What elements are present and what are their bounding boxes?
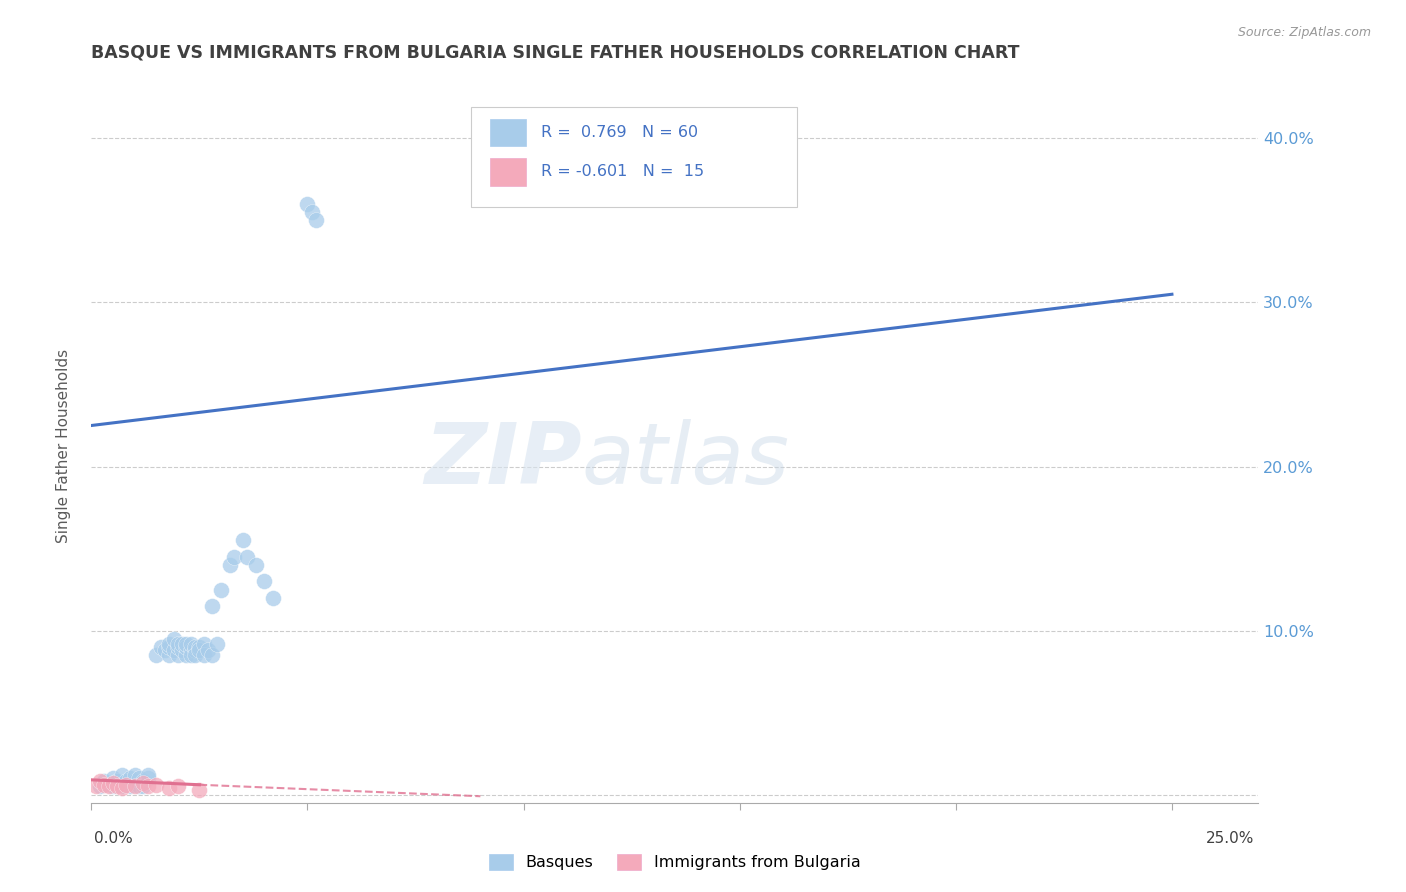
Point — [132, 780, 155, 794]
Point — [232, 533, 254, 548]
Point — [132, 774, 155, 789]
Point — [120, 780, 142, 794]
Point — [157, 648, 180, 662]
Point — [97, 778, 120, 792]
Point — [111, 780, 134, 795]
Point — [188, 643, 211, 657]
Point — [209, 582, 232, 597]
Point — [180, 637, 202, 651]
Point — [301, 205, 323, 219]
Point — [176, 648, 198, 662]
Bar — [491, 159, 526, 186]
Point — [262, 591, 284, 605]
Text: R =  0.769   N = 60: R = 0.769 N = 60 — [541, 125, 697, 140]
Point — [132, 776, 155, 790]
Text: Source: ZipAtlas.com: Source: ZipAtlas.com — [1237, 26, 1371, 38]
FancyBboxPatch shape — [471, 107, 797, 207]
Point — [89, 774, 111, 789]
Point — [162, 632, 184, 646]
Point — [166, 780, 188, 794]
Point — [111, 780, 134, 794]
Point — [145, 778, 167, 792]
Point — [157, 637, 180, 651]
Point — [153, 643, 176, 657]
Bar — [491, 120, 526, 146]
Point — [253, 574, 276, 589]
Legend: Basques, Immigrants from Bulgaria: Basques, Immigrants from Bulgaria — [482, 848, 868, 877]
Point — [124, 774, 146, 789]
Point — [176, 640, 198, 654]
Text: ZIP: ZIP — [423, 418, 582, 502]
Point — [166, 637, 188, 651]
Text: BASQUE VS IMMIGRANTS FROM BULGARIA SINGLE FATHER HOUSEHOLDS CORRELATION CHART: BASQUE VS IMMIGRANTS FROM BULGARIA SINGL… — [91, 44, 1019, 62]
Point — [201, 648, 224, 662]
Point — [124, 780, 146, 794]
Point — [305, 213, 328, 227]
Point — [93, 774, 115, 789]
Point — [115, 774, 138, 789]
Point — [101, 780, 124, 794]
Point — [136, 780, 159, 794]
Point — [205, 637, 228, 651]
Point — [172, 637, 194, 651]
Point — [157, 780, 180, 795]
Point — [115, 778, 138, 792]
Point — [93, 778, 115, 792]
Point — [157, 640, 180, 654]
Point — [184, 643, 207, 657]
Point — [145, 648, 167, 662]
Point — [105, 774, 128, 789]
Point — [128, 780, 150, 794]
Point — [149, 640, 172, 654]
Point — [222, 549, 245, 564]
Point — [166, 640, 188, 654]
Point — [84, 780, 107, 794]
Point — [166, 648, 188, 662]
Text: 25.0%: 25.0% — [1206, 831, 1254, 846]
Point — [124, 768, 146, 782]
Point — [105, 780, 128, 794]
Point — [136, 768, 159, 782]
Text: R = -0.601   N =  15: R = -0.601 N = 15 — [541, 164, 704, 179]
Point — [184, 640, 207, 654]
Text: atlas: atlas — [582, 418, 790, 502]
Point — [193, 637, 215, 651]
Point — [97, 780, 120, 794]
Y-axis label: Single Father Households: Single Father Households — [56, 349, 70, 543]
Point — [188, 640, 211, 654]
Point — [218, 558, 240, 572]
Point — [245, 558, 267, 572]
Point — [89, 780, 111, 794]
Point — [236, 549, 259, 564]
Point — [201, 599, 224, 613]
Point — [128, 771, 150, 785]
Point — [101, 776, 124, 790]
Point — [176, 637, 198, 651]
Text: 0.0%: 0.0% — [94, 831, 134, 846]
Point — [197, 643, 219, 657]
Point — [188, 782, 211, 797]
Point — [184, 648, 207, 662]
Point — [172, 643, 194, 657]
Point — [111, 768, 134, 782]
Point — [180, 643, 202, 657]
Point — [120, 771, 142, 785]
Point — [180, 648, 202, 662]
Point — [101, 771, 124, 785]
Point — [297, 197, 319, 211]
Point — [136, 771, 159, 785]
Point — [193, 648, 215, 662]
Point — [162, 643, 184, 657]
